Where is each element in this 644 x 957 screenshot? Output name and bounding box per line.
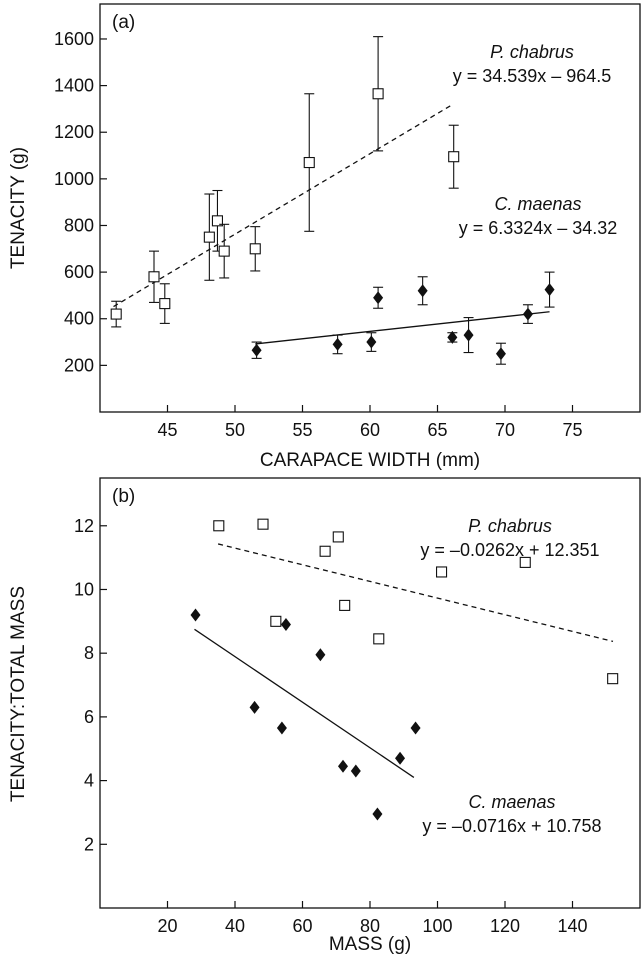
panel-a: 45 50 55 60 65 70 75 200 400 600 800 1000 1200 1400 16… <box>8 3 641 471</box>
y-tick-label: 10 <box>74 579 94 599</box>
panel-b-xlabel: MASS (g) <box>329 934 411 955</box>
point-c-maenas <box>251 343 262 357</box>
point-p-chabrus <box>319 545 331 557</box>
point-c-maenas <box>495 347 506 361</box>
panel-a-marks <box>110 36 555 365</box>
point-p-chabrus <box>435 566 448 578</box>
x-tick-label: 50 <box>225 420 245 440</box>
point-c-maenas <box>366 335 377 349</box>
panel-a-ticks: 45 50 55 60 65 70 75 200 400 600 800 1000 1200 1400 16… <box>54 29 583 440</box>
y-tick-label: 600 <box>64 262 94 282</box>
point-p-chabrus <box>211 215 223 227</box>
point-p-chabrus <box>218 245 230 257</box>
point-p-chabrus <box>249 243 261 255</box>
panel-b-species-c-maenas: C. maenas <box>468 792 555 812</box>
x-tick-label: 140 <box>557 916 587 936</box>
point-c-maenas <box>417 284 428 298</box>
point-p-chabrus <box>332 531 344 543</box>
y-tick-label: 12 <box>74 516 94 536</box>
point-p-chabrus <box>213 520 225 532</box>
point-p-chabrus <box>148 271 160 283</box>
point-c-maenas <box>372 807 383 821</box>
point-p-chabrus <box>372 88 384 100</box>
point-p-chabrus <box>607 673 619 685</box>
x-tick-label: 60 <box>360 420 380 440</box>
point-c-maenas <box>544 283 555 297</box>
x-tick-label: 20 <box>157 916 177 936</box>
panel-a-ylabel: TENACITY (g) <box>8 147 29 269</box>
panel-b-species-p-chabrus: P. chabrus <box>468 516 552 536</box>
x-tick-label: 75 <box>562 420 582 440</box>
point-c-maenas <box>447 330 458 344</box>
panel-a-equation-p-chabrus: y = 34.539x – 964.5 <box>453 66 612 86</box>
panel-b: 20 40 60 80 100 120 140 2 4 6 8 10 12 (b) TENACITY:T… <box>8 477 641 955</box>
x-tick-label: 80 <box>360 916 380 936</box>
point-p-chabrus <box>203 231 215 243</box>
y-tick-label: 1600 <box>54 29 94 49</box>
trendline-p-chabrus <box>217 543 614 643</box>
point-p-chabrus <box>373 633 385 645</box>
panel-b-equation-c-maenas: y = –0.0716x + 10.758 <box>422 816 601 836</box>
point-c-maenas <box>276 721 287 735</box>
panel-b-equation-p-chabrus: y = –0.0262x + 12.351 <box>420 540 599 560</box>
panel-a-equation-c-maenas: y = 6.3324x – 34.32 <box>459 218 618 238</box>
panel-a-label: (a) <box>112 12 135 33</box>
point-c-maenas <box>315 648 326 662</box>
point-c-maenas <box>373 291 384 305</box>
point-p-chabrus <box>303 156 315 169</box>
panel-b-ticks: 20 40 60 80 100 120 140 2 4 6 8 10 12 <box>74 516 588 936</box>
y-tick-label: 200 <box>64 355 94 375</box>
trendline-c-maenas <box>194 628 415 778</box>
y-tick-label: 8 <box>84 643 94 663</box>
y-tick-label: 1000 <box>54 169 94 189</box>
point-c-maenas <box>350 764 361 778</box>
point-p-chabrus <box>110 308 122 320</box>
point-p-chabrus <box>159 298 171 310</box>
y-tick-label: 800 <box>64 215 94 235</box>
point-c-maenas <box>338 759 348 773</box>
y-tick-label: 4 <box>84 771 94 791</box>
panel-a-trendlines <box>113 104 550 345</box>
x-tick-label: 40 <box>225 916 245 936</box>
point-c-maenas <box>249 700 260 714</box>
point-p-chabrus <box>339 599 351 611</box>
point-p-chabrus <box>519 556 531 568</box>
point-c-maenas <box>190 608 201 622</box>
panel-b-ylabel: TENACITY:TOTAL MASS <box>8 586 29 802</box>
panel-b-marks <box>190 518 619 821</box>
trendline-c-maenas <box>255 311 550 345</box>
y-tick-label: 400 <box>64 309 94 329</box>
trendline-p-chabrus <box>113 104 452 308</box>
x-tick-label: 70 <box>495 420 515 440</box>
point-p-chabrus <box>257 518 269 530</box>
panel-a-species-c-maenas: C. maenas <box>494 194 581 214</box>
x-tick-label: 60 <box>292 916 312 936</box>
x-tick-label: 45 <box>157 420 177 440</box>
y-tick-label: 1200 <box>54 122 94 142</box>
x-tick-label: 120 <box>490 916 520 936</box>
x-tick-label: 100 <box>422 916 452 936</box>
y-tick-label: 1400 <box>54 76 94 96</box>
panel-a-xlabel: CARAPACE WIDTH (mm) <box>260 450 480 471</box>
y-tick-label: 2 <box>84 834 94 854</box>
x-tick-label: 55 <box>292 420 312 440</box>
point-c-maenas <box>332 337 343 351</box>
point-c-maenas <box>463 328 474 342</box>
point-p-chabrus <box>270 615 282 627</box>
panel-b-trendlines <box>194 543 614 778</box>
x-tick-label: 65 <box>427 420 447 440</box>
point-c-maenas <box>395 751 406 765</box>
point-c-maenas <box>410 721 421 735</box>
point-c-maenas <box>522 307 533 321</box>
y-tick-label: 6 <box>84 707 94 727</box>
panel-a-species-p-chabrus: P. chabrus <box>490 42 574 62</box>
point-p-chabrus <box>448 151 460 163</box>
panel-b-label: (b) <box>112 486 135 507</box>
point-c-maenas <box>280 618 291 632</box>
